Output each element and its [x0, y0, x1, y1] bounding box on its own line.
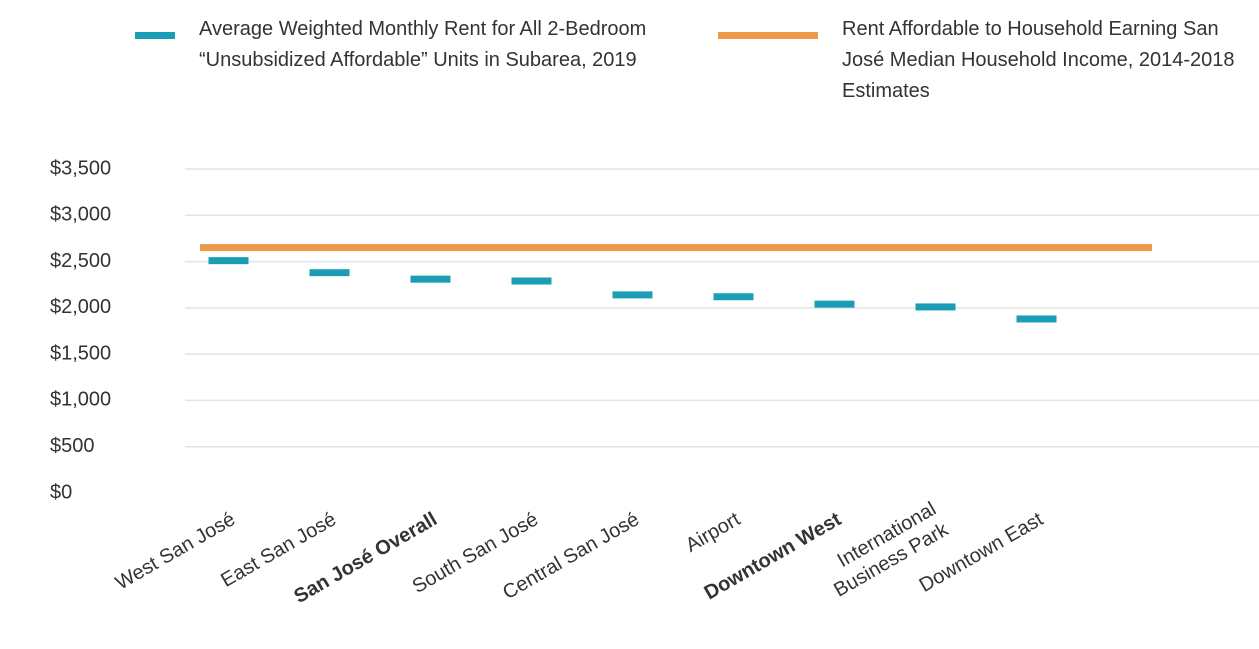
rent-dash [1016, 315, 1057, 323]
rent-dash [814, 300, 855, 308]
y-tick-label: $2,500 [50, 250, 111, 272]
legend-label: Rent Affordable to Household Earning San… [842, 18, 1235, 102]
legend-label: Average Weighted Monthly Rent for All 2-… [199, 18, 647, 71]
rent-dash [612, 291, 653, 299]
y-tick-label: $500 [50, 435, 95, 457]
rent-dash [410, 275, 451, 283]
x-tick-label: West San José [112, 508, 239, 594]
legend-item: Average Weighted Monthly Rent for All 2-… [135, 14, 669, 76]
rent-dash [713, 293, 754, 301]
legend-swatch [135, 32, 175, 39]
y-tick-label: $1,500 [50, 342, 111, 364]
rent-dash [915, 303, 956, 311]
legend-item: Rent Affordable to Household Earning San… [718, 14, 1259, 107]
y-tick-label: $1,000 [50, 389, 111, 411]
legend-swatch [718, 32, 818, 39]
y-tick-label: $0 [50, 481, 72, 503]
x-tick-label: Airport [682, 508, 744, 557]
rent-dash [309, 269, 350, 277]
y-tick-label: $2,000 [50, 296, 111, 318]
y-tick-label: $3,500 [50, 157, 111, 179]
y-tick-label: $3,000 [50, 204, 111, 226]
rent-dash [511, 277, 552, 285]
rent-dash [208, 257, 249, 265]
